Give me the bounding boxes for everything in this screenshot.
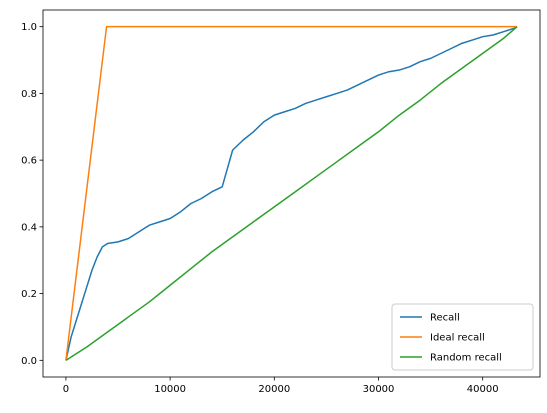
y-tick-label: 0.2: [21, 289, 37, 300]
y-tick-label: 0.4: [21, 222, 37, 233]
y-tick-label: 0.8: [21, 89, 37, 100]
y-axis: 0.0 0.2 0.4 0.6 0.8 1.0: [21, 22, 43, 367]
x-axis: 0 10000 20000 30000 40000: [63, 377, 499, 395]
series-line-0: [65, 26, 518, 361]
legend: Recall Ideal recall Random recall: [391, 303, 534, 371]
series-line-1: [65, 25, 518, 361]
plot-lines: [65, 25, 518, 361]
series-line-2: [65, 26, 518, 361]
legend-label: Ideal recall: [430, 333, 485, 344]
x-tick-label: 10000: [154, 384, 186, 395]
legend-label: Recall: [430, 313, 460, 324]
y-tick-label: 0.0: [21, 356, 37, 367]
axes-frame: [42, 9, 541, 378]
x-tick-label: 30000: [363, 384, 395, 395]
x-tick-label: 20000: [258, 384, 290, 395]
y-tick-label: 1.0: [21, 22, 37, 33]
legend-label: Random recall: [430, 353, 502, 364]
y-tick-label: 0.6: [21, 156, 37, 167]
x-tick-label: 40000: [467, 384, 499, 395]
legend-box: [391, 303, 534, 371]
x-tick-label: 0: [63, 384, 69, 395]
